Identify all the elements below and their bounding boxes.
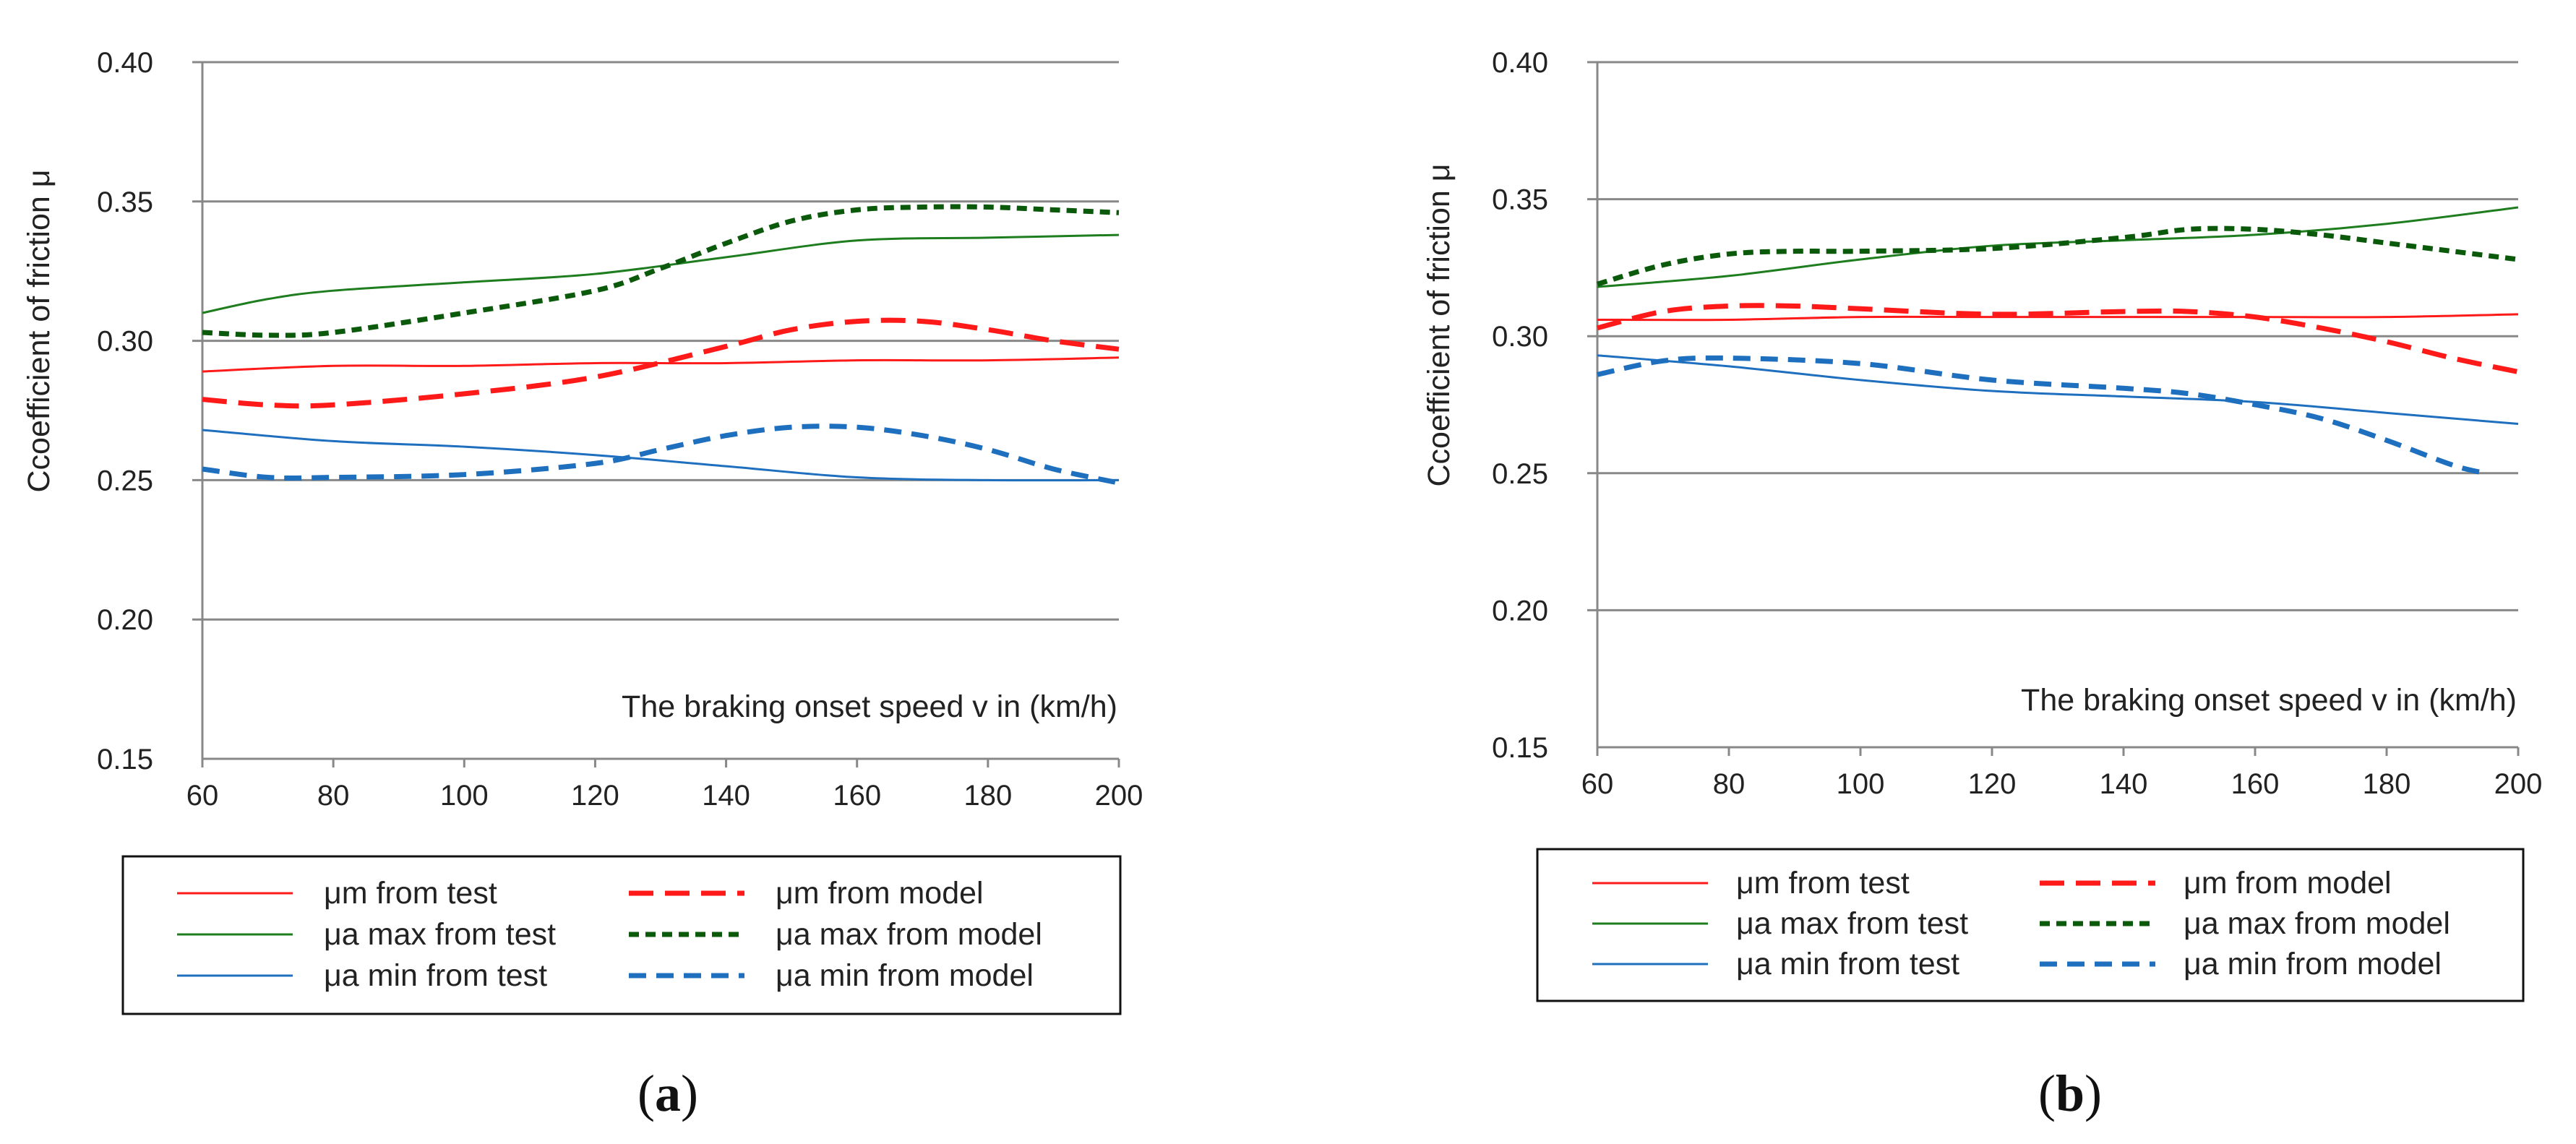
chart-b-x-axis-label: The braking onset speed v in (km/h) (2021, 683, 2517, 718)
x-tick-label: 200 (1095, 780, 1143, 812)
chart-a: 0.15 0.20 0.25 0.30 0.35 0.40 60 80 100 120 140 16… (22, 47, 1143, 1122)
series-line-1 (202, 233, 1120, 314)
panel-a-label: (a) (637, 1065, 698, 1122)
x-tick-label: 140 (2100, 768, 2148, 800)
x-tick-label: 160 (833, 780, 881, 812)
series-line-0 (1597, 313, 2519, 322)
legend-box (1536, 848, 2525, 1002)
panel-b-label: (b) (2038, 1065, 2102, 1122)
legend-label: μa min from test (324, 958, 547, 993)
x-tick-label: 120 (571, 780, 619, 812)
series-line-2 (1597, 354, 2519, 426)
x-tick-label: 160 (2231, 768, 2280, 800)
legend-label: μm from test (324, 876, 497, 911)
series-line-2 (202, 429, 1120, 482)
chart-b-series (1597, 206, 2519, 476)
legend-label: μa max from model (776, 917, 1042, 952)
legend-label: μm from test (1736, 866, 1910, 900)
legend-label: μm from model (776, 876, 984, 911)
chart-a-x-axis-label: The braking onset speed v in (km/h) (622, 689, 1117, 724)
series-line-5 (202, 423, 1120, 486)
series-line-5 (1597, 355, 2486, 476)
series-line-1 (1597, 206, 2519, 288)
chart-a-grid (192, 61, 1119, 760)
x-tick-label: 60 (1581, 768, 1614, 800)
legend-label: μa min from model (2184, 947, 2442, 981)
x-tick-label: 140 (702, 780, 750, 812)
series-line-0 (202, 356, 1120, 373)
y-tick-label: 0.40 (97, 47, 153, 79)
chart-b-y-axis-label: Ccoefficient of friction μ (1422, 163, 1456, 486)
y-tick-label: 0.20 (97, 604, 153, 636)
series-line-3 (202, 317, 1120, 409)
y-tick-label: 0.25 (1492, 458, 1548, 490)
y-tick-label: 0.35 (97, 186, 153, 218)
chart-b: 0.15 0.20 0.25 0.30 0.35 0.40 60 80 100 120 140 16… (1422, 47, 2542, 1122)
legend-label: μa max from model (2184, 906, 2450, 941)
y-tick-label: 0.30 (97, 326, 153, 358)
y-tick-label: 0.30 (1492, 321, 1548, 353)
series-line-4 (202, 204, 1120, 338)
panel-a-close-paren: ) (681, 1065, 698, 1122)
legend-label: μm from model (2184, 866, 2392, 900)
y-tick-label: 0.35 (1492, 184, 1548, 216)
x-tick-label: 80 (1713, 768, 1746, 800)
chart-a-y-axis-label: Ccoefficient of friction μ (22, 169, 56, 492)
legend-label: μa min from model (776, 958, 1034, 993)
y-tick-label: 0.25 (97, 465, 153, 496)
legend-label: μa max from test (324, 917, 556, 952)
x-tick-label: 60 (186, 780, 219, 812)
chart-b-y-ticks: 0.15 0.20 0.25 0.30 0.35 0.40 (1492, 47, 1548, 764)
chart-a-x-ticks: 60 80 100 120 140 160 180 200 (186, 759, 1143, 812)
y-tick-label: 0.15 (97, 744, 153, 775)
legend-label: μa min from test (1736, 947, 1959, 981)
panel-b-close-paren: ) (2085, 1065, 2102, 1122)
x-tick-label: 80 (317, 780, 350, 812)
panel-b-letter: b (2056, 1065, 2085, 1122)
chart-b-legend: μm from test μa max from test μa min from … (1536, 848, 2525, 1002)
chart-a-y-ticks: 0.15 0.20 0.25 0.30 0.35 0.40 (97, 47, 153, 775)
panel-b-open-paren: ( (2038, 1065, 2056, 1122)
legend-label: μa max from test (1736, 906, 1968, 941)
x-tick-label: 180 (963, 780, 1012, 812)
chart-a-series (202, 204, 1120, 486)
y-tick-label: 0.15 (1492, 732, 1548, 764)
y-tick-label: 0.40 (1492, 47, 1548, 79)
chart-a-legend: μm from test μa max from test μa min from … (121, 855, 1122, 1015)
x-tick-label: 120 (1968, 768, 2017, 800)
x-tick-label: 180 (2363, 768, 2411, 800)
x-tick-label: 100 (440, 780, 489, 812)
series-line-3 (1597, 303, 2519, 374)
panel-a-open-paren: ( (637, 1065, 655, 1122)
chart-b-grid (1587, 61, 2518, 749)
y-tick-label: 0.20 (1492, 595, 1548, 627)
x-tick-label: 100 (1837, 768, 1885, 800)
chart-b-x-ticks: 60 80 100 120 140 160 180 200 (1581, 747, 2543, 800)
series-line-4 (1597, 225, 2519, 287)
panel-a-letter: a (655, 1065, 681, 1122)
x-tick-label: 200 (2494, 768, 2543, 800)
